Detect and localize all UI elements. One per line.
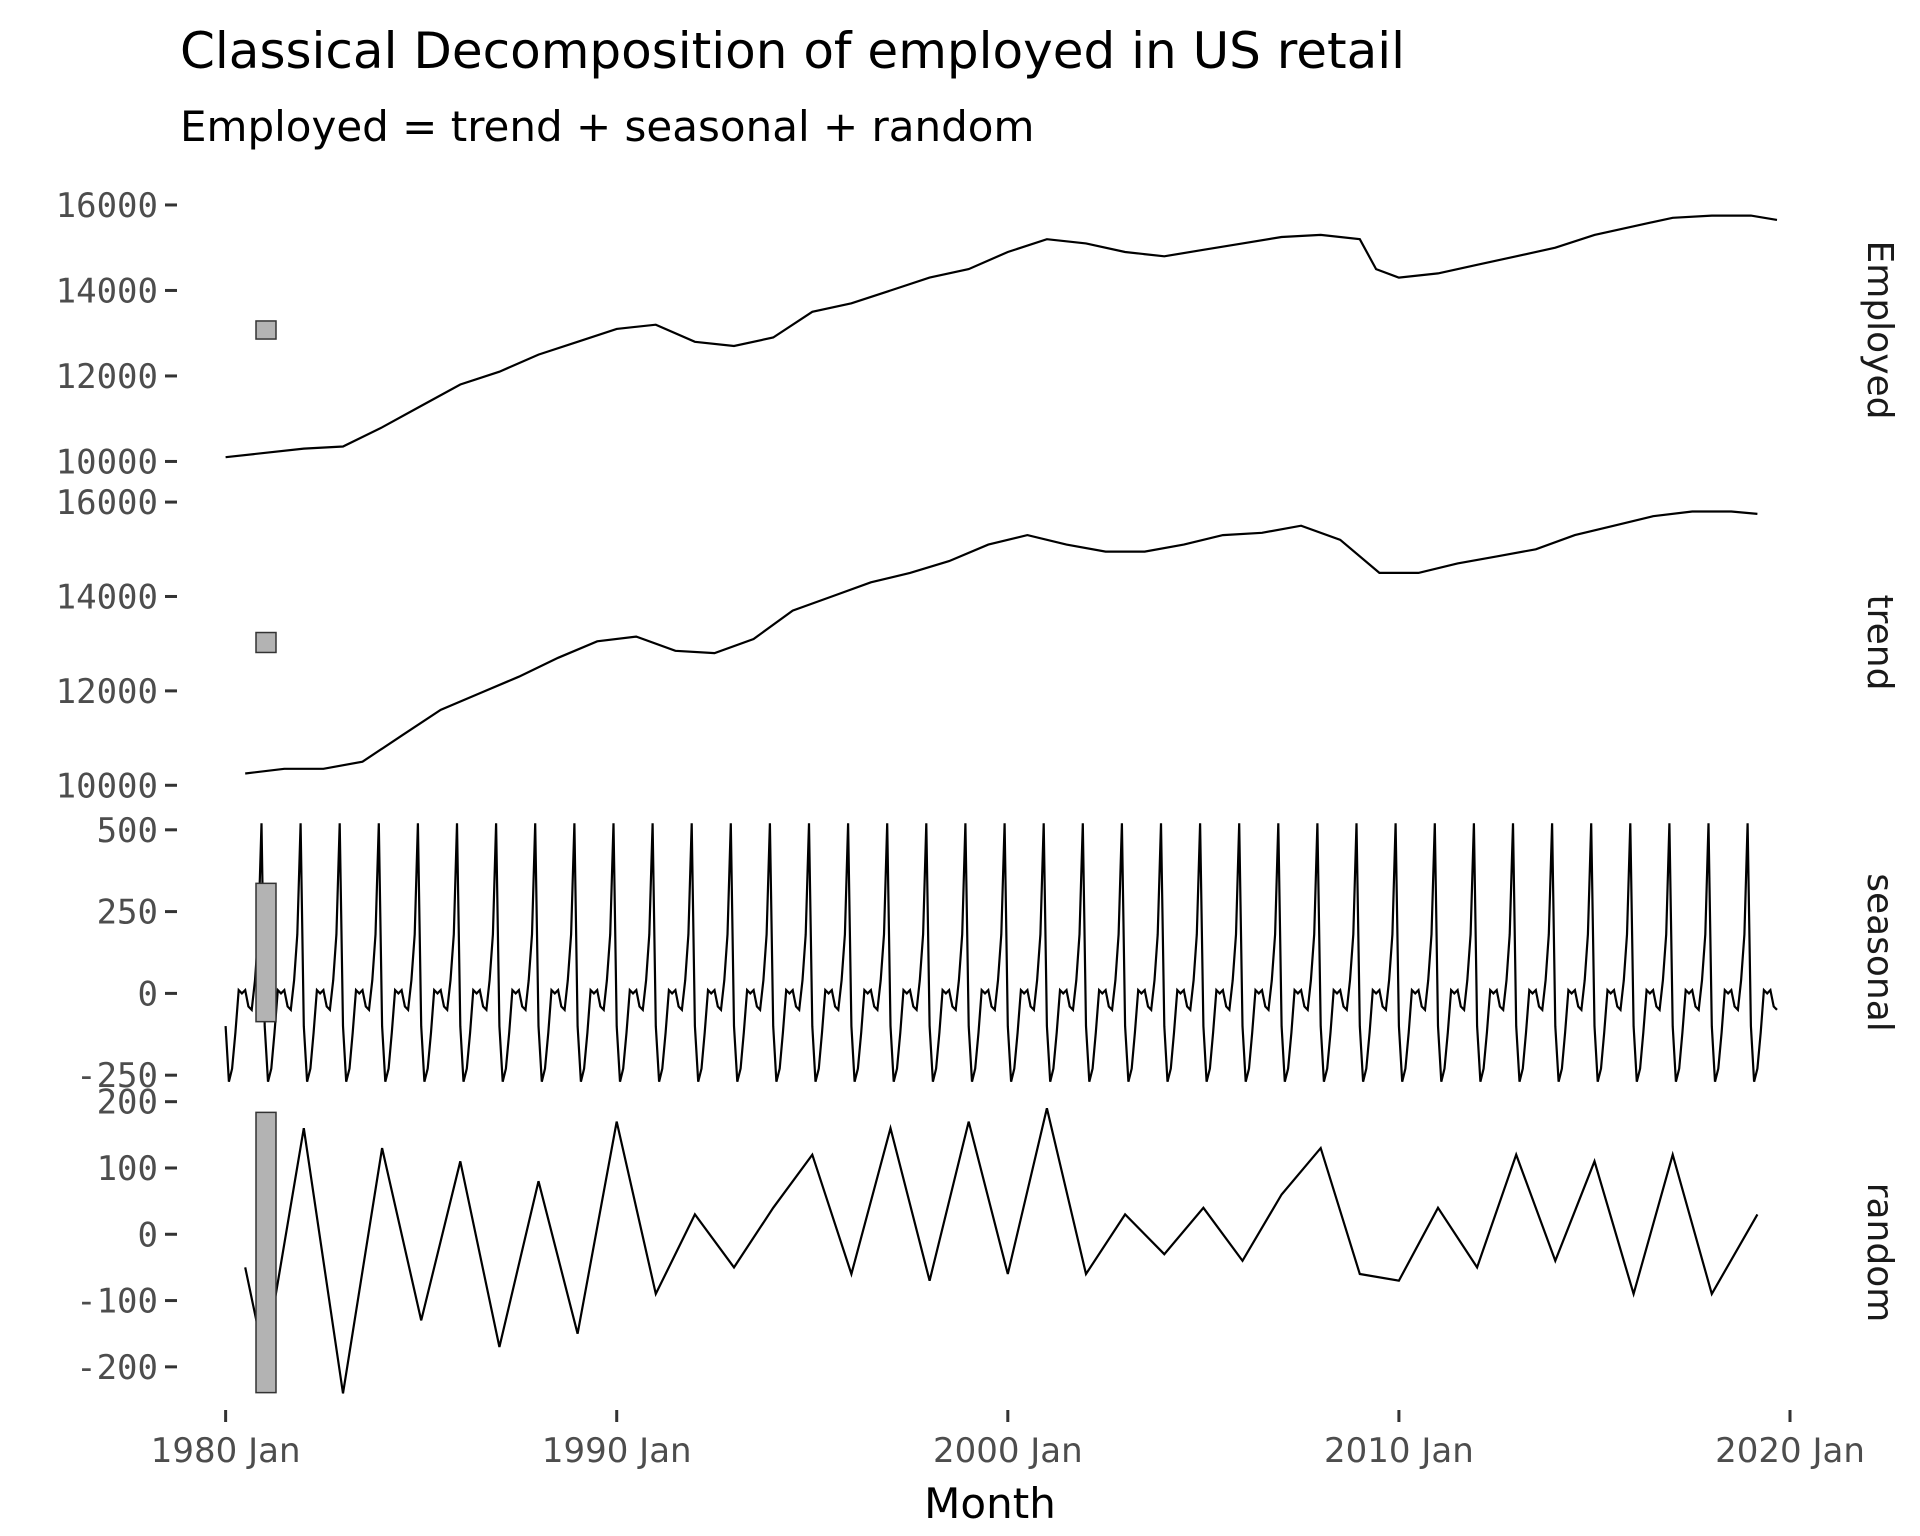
chart-subtitle: Employed = trend + seasonal + random — [180, 102, 1035, 151]
scale-bar-trend — [255, 631, 277, 654]
x-tick-label-3: 2010 Jan — [1324, 1431, 1474, 1471]
y-tick-label-random-1: -100 — [76, 1282, 158, 1322]
y-tick-label-trend-1: 12000 — [56, 672, 158, 712]
panel-label-employed: Employed — [1859, 241, 1900, 420]
x-tick-label-2: 2000 Jan — [933, 1431, 1083, 1471]
panel-label-trend: trend — [1859, 595, 1900, 691]
y-tick-label-random-4: 200 — [97, 1083, 158, 1123]
panel-employed: 10000 12000 14000 16000 Employed — [56, 186, 1900, 482]
panel-label-seasonal: seasonal — [1859, 873, 1900, 1032]
scale-bar-seasonal — [255, 882, 277, 1023]
chart-panels: 10000120001400016000Employed100001200014… — [56, 186, 1900, 1394]
y-tick-label-trend-3: 16000 — [56, 483, 158, 523]
y-tick-label-trend-0: 10000 — [56, 766, 158, 806]
panel-trend: 10000 12000 14000 16000 trend — [56, 483, 1900, 806]
series-line-trend — [245, 510, 1758, 775]
y-tick-label-employed-0: 10000 — [56, 442, 158, 482]
x-axis: 1980 Jan 1990 Jan 2000 Jan 2010 Jan 2020 Jan — [151, 1410, 1865, 1471]
scale-bar-employed — [255, 320, 277, 340]
y-tick-label-trend-2: 14000 — [56, 577, 158, 617]
series-line-seasonal — [224, 823, 1778, 1082]
x-tick-label-1: 1990 Jan — [542, 1431, 692, 1471]
panel-seasonal: -250 0 250 500 seasonal — [76, 811, 1900, 1096]
y-tick-label-random-2: 0 — [138, 1215, 158, 1255]
panel-label-random: random — [1859, 1183, 1900, 1323]
series-line-employed — [225, 214, 1778, 459]
x-tick-label-0: 1980 Jan — [151, 1431, 301, 1471]
series-line-random — [244, 1108, 1759, 1394]
y-tick-label-employed-1: 12000 — [56, 357, 158, 397]
x-tick-label-4: 2020 Jan — [1715, 1431, 1865, 1471]
y-tick-label-employed-3: 16000 — [56, 186, 158, 226]
y-tick-label-seasonal-0: -250 — [76, 1056, 158, 1096]
y-tick-label-random-3: 100 — [97, 1149, 158, 1189]
chart-title: Classical Decomposition of employed in U… — [180, 22, 1406, 80]
y-tick-label-seasonal-1: 0 — [138, 974, 158, 1014]
scale-bar-random — [255, 1111, 277, 1394]
y-tick-label-seasonal-2: 250 — [97, 893, 158, 933]
y-tick-label-random-0: -200 — [76, 1348, 158, 1388]
y-tick-label-seasonal-3: 500 — [97, 811, 158, 851]
panel-random: -200 -100 0 100 200 random — [76, 1083, 1900, 1394]
x-axis-title: Month — [924, 1479, 1056, 1528]
y-tick-label-employed-2: 14000 — [56, 271, 158, 311]
